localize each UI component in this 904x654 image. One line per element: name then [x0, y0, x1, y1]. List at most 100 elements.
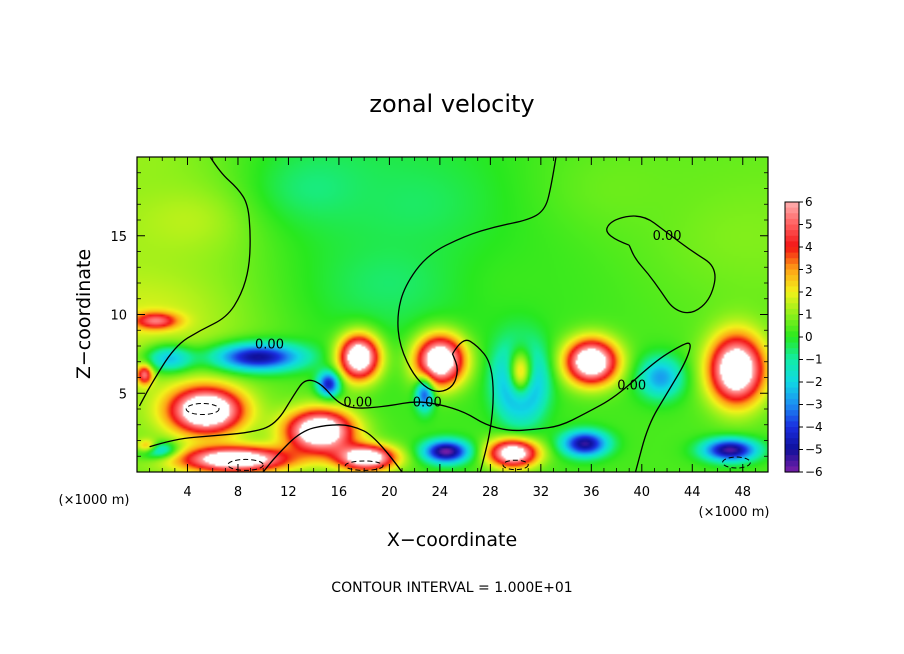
colorbar-band	[785, 292, 799, 299]
colorbar-label-9: −3	[805, 398, 823, 412]
colorbar-label-12: −6	[805, 465, 823, 479]
x-axis-label: X−coordinate	[387, 529, 517, 551]
x-unit-right: (×1000 m)	[699, 505, 770, 520]
colorbar-band	[785, 207, 799, 214]
colorbar-band	[785, 286, 799, 293]
colorbar-band	[785, 303, 799, 310]
colorbar-band	[785, 404, 799, 411]
colorbar-bands	[785, 202, 799, 473]
colorbar-label-6: 0	[805, 330, 813, 344]
colorbar-label-10: −4	[805, 420, 823, 434]
x-tick-label-4: 4	[183, 485, 191, 500]
contour-lines	[138, 157, 751, 472]
colorbar: 6 5 4 3 2 1 0 −1 −2 −3 −4 −5 −6	[784, 195, 823, 479]
colorbar-label-1: 5	[805, 218, 813, 232]
colorbar-label-7: −1	[805, 353, 823, 367]
colorbar-band	[785, 432, 799, 439]
contour-label-5: 0.00	[653, 229, 682, 244]
colorbar-band	[785, 421, 799, 428]
colorbar-label-8: −2	[805, 375, 823, 389]
negative-contour-line-5	[722, 456, 751, 469]
zero-contour-line-2	[149, 342, 691, 472]
colorbar-band	[785, 455, 799, 462]
y-axis-label: Z−coordinate	[73, 249, 95, 379]
colorbar-band	[785, 218, 799, 226]
y-tick-label-15: 15	[110, 230, 127, 245]
x-tick-label-8: 8	[234, 485, 242, 500]
colorbar-band	[785, 382, 799, 389]
colorbar-band	[785, 438, 799, 445]
x-tick-label-20: 20	[381, 485, 398, 500]
colorbar-band	[785, 280, 799, 287]
colorbar-band	[785, 466, 799, 473]
colorbar-band	[785, 241, 799, 248]
contour-label-3: 0.00	[413, 396, 442, 411]
contour-label-4: 0.00	[617, 378, 646, 393]
colorbar-band	[785, 393, 799, 400]
colorbar-band	[785, 297, 799, 304]
colorbar-band	[785, 263, 799, 271]
colorbar-label-3: 3	[805, 263, 813, 277]
colorbar-band	[785, 320, 799, 327]
colorbar-band	[785, 314, 799, 321]
zero-contour-line-3	[262, 424, 403, 472]
zero-contour-line-6	[606, 215, 716, 314]
contour-labels: 0.00 0.00 0.00 0.00 0.00	[255, 229, 681, 411]
contour-label-2: 0.00	[343, 396, 372, 411]
x-tick-label-28: 28	[482, 485, 499, 500]
colorbar-band	[785, 202, 799, 209]
colorbar-band	[785, 443, 799, 451]
x-tick-label-36: 36	[583, 485, 600, 500]
colorbar-band	[785, 269, 799, 276]
colorbar-band	[785, 230, 799, 237]
colorbar-band	[785, 224, 799, 231]
colorbar-band	[785, 258, 799, 265]
y-axis-ticks: 5 10 15	[110, 172, 768, 457]
colorbar-band	[785, 398, 799, 406]
x-axis-ticks: 4 8 12 16 20 24 28 32 36 40 44 48	[149, 157, 756, 500]
colorbar-label-2: 4	[805, 240, 813, 254]
colorbar-label-0: 6	[805, 195, 813, 209]
negative-contour-line-4	[502, 459, 529, 471]
colorbar-band	[785, 359, 799, 366]
negative-contour-line-1	[185, 402, 220, 416]
colorbar-band	[785, 252, 799, 259]
colorbar-band	[785, 325, 799, 332]
velocity-heatmap	[137, 157, 768, 472]
x-tick-label-24: 24	[432, 485, 449, 500]
colorbar-band	[785, 235, 799, 242]
colorbar-band	[785, 247, 799, 254]
zero-contour-line-1	[138, 157, 251, 407]
zero-contour-line-4	[451, 339, 494, 472]
x-tick-label-32: 32	[533, 485, 550, 500]
zero-contour-line-5	[397, 157, 557, 393]
colorbar-band	[785, 387, 799, 394]
contour-label-1: 0.00	[255, 337, 284, 352]
colorbar-band	[785, 370, 799, 377]
x-tick-label-48: 48	[734, 485, 751, 500]
colorbar-labels: 6 5 4 3 2 1 0 −1 −2 −3 −4 −5 −6	[799, 195, 823, 479]
x-tick-label-40: 40	[634, 485, 651, 500]
colorbar-band	[785, 410, 799, 417]
colorbar-band	[785, 365, 799, 372]
colorbar-band	[785, 348, 799, 355]
colorbar-band	[785, 353, 799, 361]
colorbar-band	[785, 342, 799, 349]
x-tick-label-44: 44	[684, 485, 701, 500]
contour-interval-note: CONTOUR INTERVAL = 1.000E+01	[331, 580, 572, 596]
colorbar-band	[785, 337, 799, 344]
colorbar-band	[785, 427, 799, 434]
colorbar-band	[785, 213, 799, 220]
colorbar-band	[785, 415, 799, 422]
x-tick-label-16: 16	[331, 485, 348, 500]
colorbar-band	[785, 460, 799, 467]
colorbar-band	[785, 449, 799, 456]
colorbar-band	[785, 308, 799, 316]
colorbar-label-5: 1	[805, 308, 813, 322]
x-unit-left: (×1000 m)	[59, 493, 130, 508]
y-tick-label-10: 10	[110, 309, 127, 324]
colorbar-label-11: −5	[805, 443, 823, 457]
colorbar-band	[785, 331, 799, 338]
plot-area: 0.00 0.00 0.00 0.00 0.00	[136, 156, 769, 473]
